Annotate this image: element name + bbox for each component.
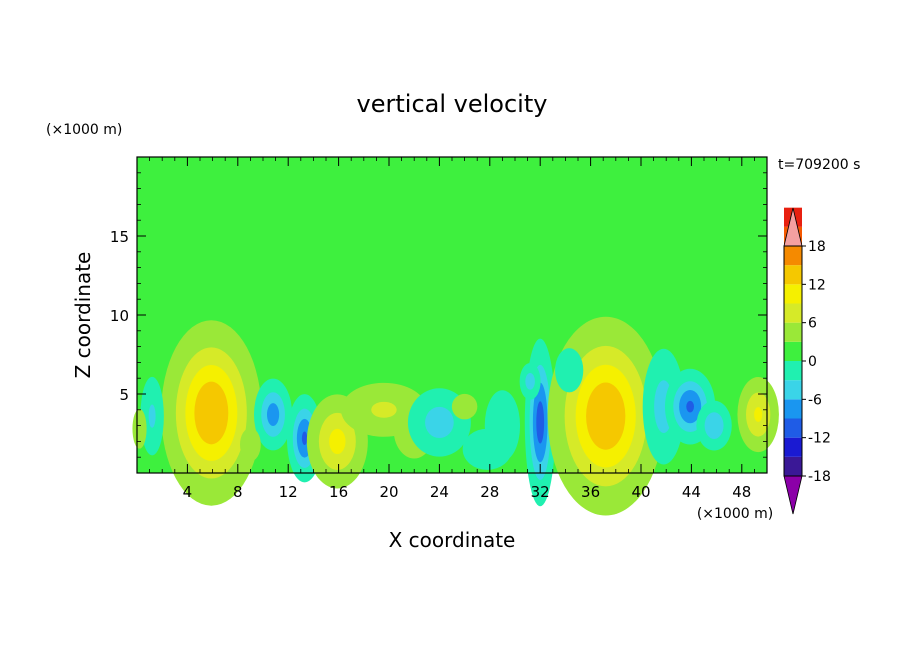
contour-level [132,408,147,449]
contour-feature [132,408,147,449]
colorbar-bin [784,456,802,476]
contour-level [704,412,724,439]
x-tick-label: 8 [233,483,243,501]
contour-level [586,382,626,450]
x-unit-label: (×1000 m) [697,506,773,522]
colorbar-tick-label: -12 [808,431,831,447]
contour-level [536,401,545,444]
chart-title: vertical velocity [357,90,548,118]
contour-level [194,381,229,445]
contour-level [525,372,535,390]
colorbar-under-triangle [783,475,803,515]
contour-level [266,403,280,426]
contour-feature [451,393,478,420]
contour-level [686,400,694,413]
colorbar-bin [784,303,802,323]
x-tick-label: 16 [329,483,348,501]
colorbar-bin [784,361,802,381]
contour-level [754,407,763,422]
y-unit-label: (×1000 m) [46,122,122,138]
x-tick-label: 4 [183,483,193,501]
contour-feature [696,400,732,451]
x-tick-label: 12 [279,483,298,501]
x-tick-label: 20 [379,483,398,501]
contour-feature [140,376,164,456]
contour-level [301,431,308,445]
x-tick-label: 40 [631,483,650,501]
x-axis: 4 8 12 16 20 24 28 32 36 40 44 48 [149,157,755,501]
colorbar-bin [784,418,802,438]
contour-level [555,348,584,393]
x-tick-label: 32 [531,483,550,501]
contour-level [240,427,261,462]
contour-feature [240,427,261,462]
y-tick-label: 5 [119,386,129,404]
y-tick-label: 15 [110,228,129,246]
contour-feature [306,394,368,489]
x-tick-label: 44 [682,483,701,501]
colorbar-bin [784,265,802,285]
colorbar: 18 12 6 0 -6 -12 -18 [783,207,831,515]
contour-field [132,316,779,516]
colorbar-bin [784,284,802,304]
contour-level [371,401,397,418]
time-label: t=709200 s [778,157,860,173]
x-tick-label: 24 [430,483,449,501]
colorbar-bin [784,322,802,342]
contour-feature [519,362,541,400]
x-axis-label: X coordinate [389,528,516,552]
y-axis: 5 10 15 [110,172,767,458]
y-tick-label: 10 [110,307,129,325]
contour-level [148,404,156,428]
contour-feature [161,320,262,506]
colorbar-tick-label: 6 [808,316,817,332]
contour-feature [462,428,512,470]
x-tick-label: 48 [732,483,751,501]
plot-area [132,156,779,516]
colorbar-tick-label: -18 [808,469,831,485]
colorbar-tick-label: 18 [808,239,826,255]
colorbar-tick-label: -6 [808,392,822,408]
contour-level [329,428,346,455]
colorbar-bin [784,380,802,400]
contour-feature [253,378,293,451]
y-axis-label: Z coordinate [71,252,95,379]
contour-level [451,393,478,420]
contour-feature [555,348,584,393]
colorbar-bin [784,246,802,266]
colorbar-bin [784,437,802,457]
contour-level [462,428,512,470]
x-tick-label: 28 [480,483,499,501]
contour-level [425,406,454,439]
colorbar-tick-label: 12 [808,277,826,293]
colorbar-bin [784,399,802,419]
colorbar-bin [784,341,802,361]
x-tick-label: 36 [581,483,600,501]
colorbar-tick-label: 0 [808,354,817,370]
contour-feature [737,376,779,453]
